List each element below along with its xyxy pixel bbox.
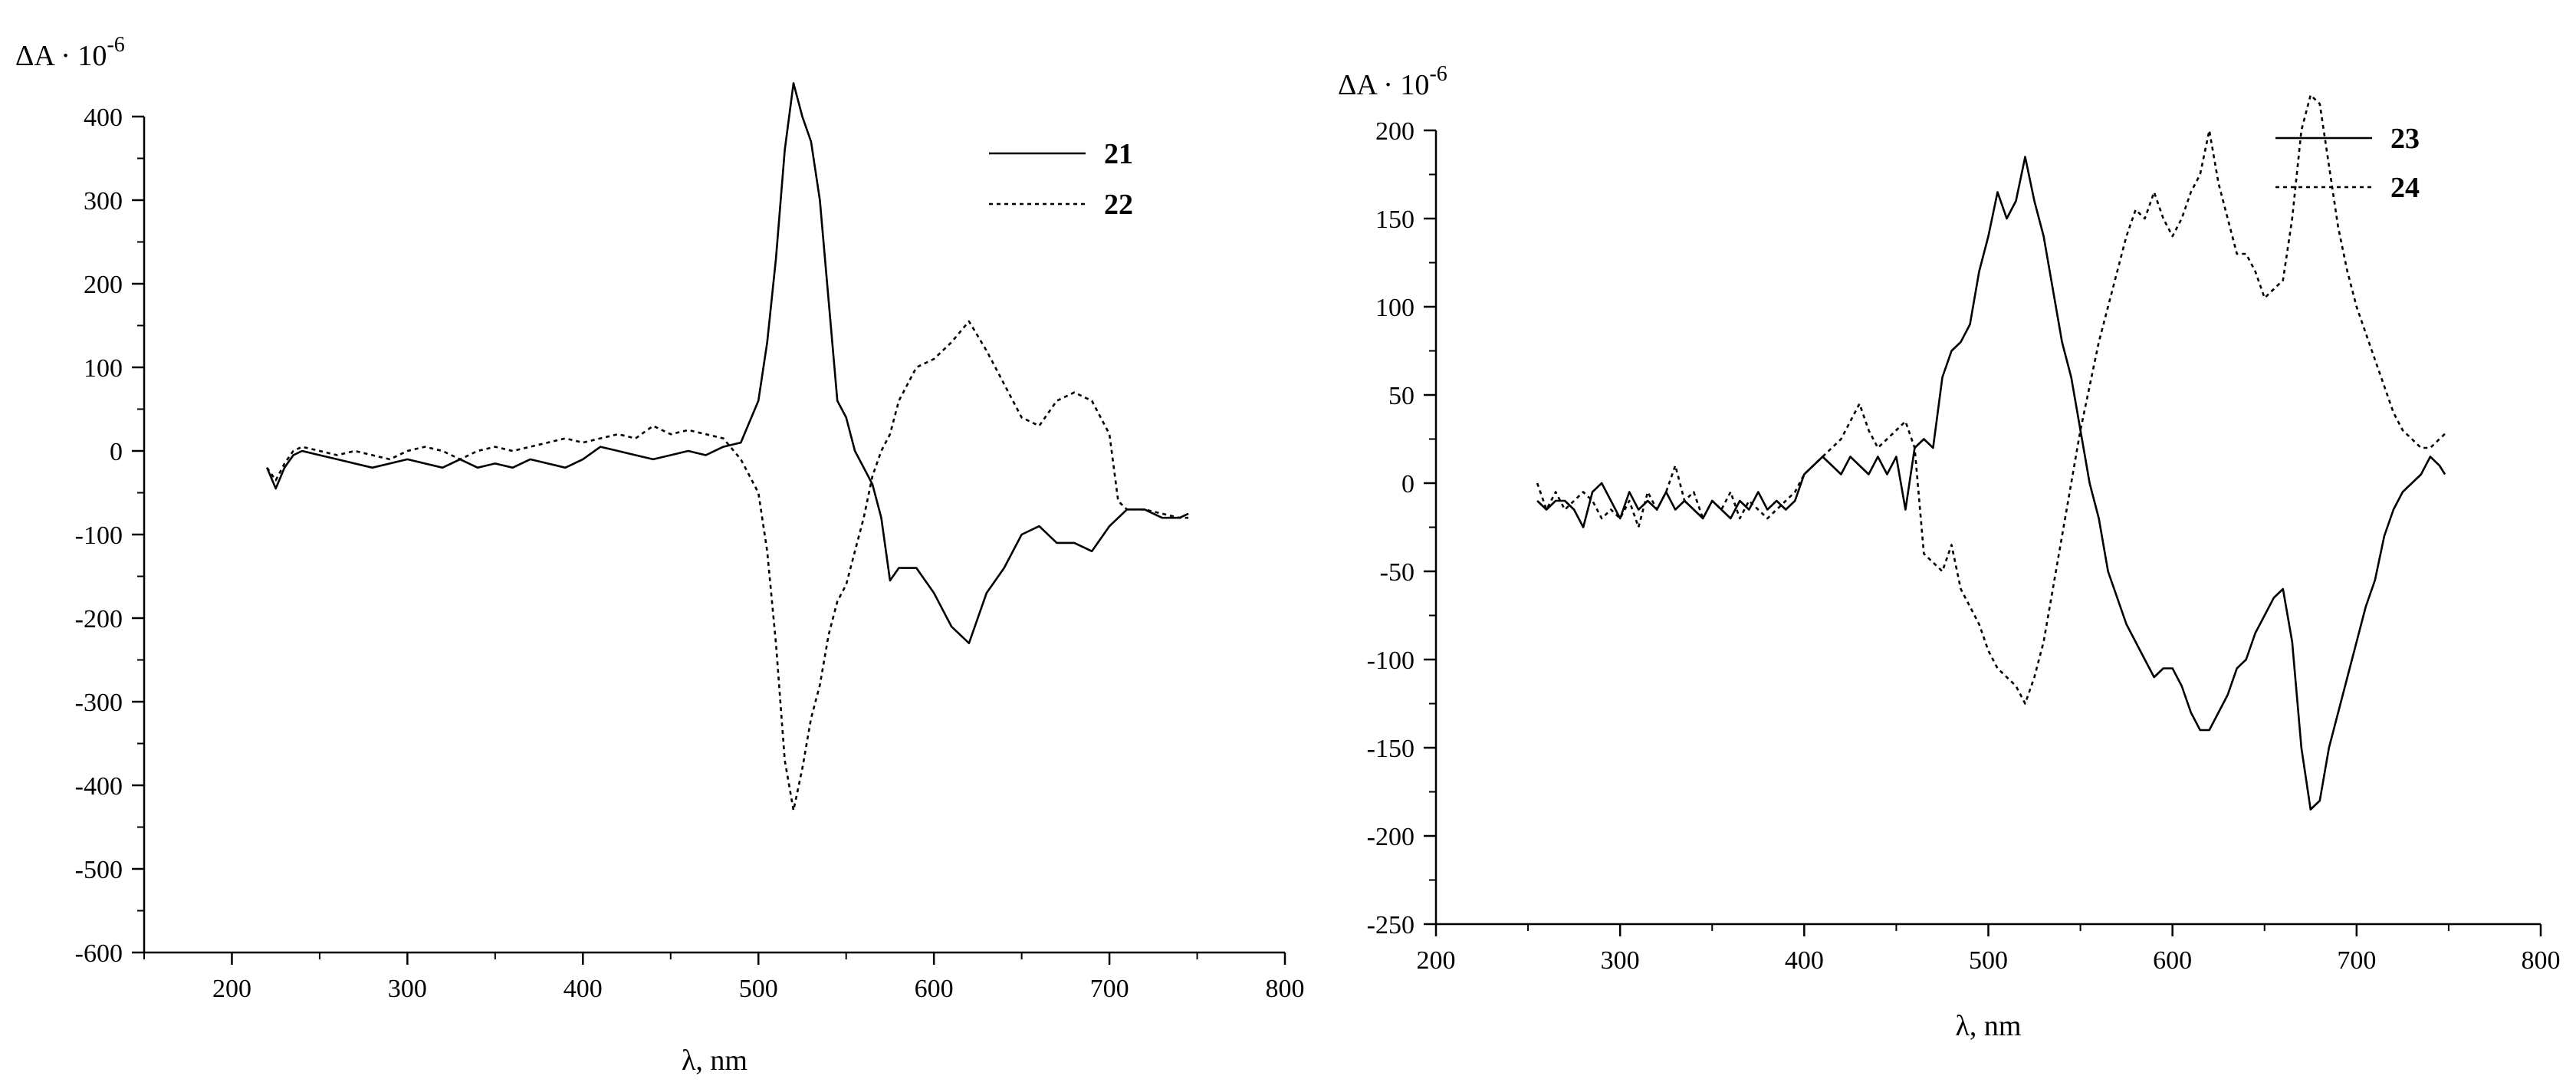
x-tick-label: 600 [2153,946,2192,975]
x-tick-label: 300 [388,975,427,1003]
y-tick-label: -100 [75,521,123,550]
y-axis-title-text: ΔA · 10 [1338,69,1429,101]
y-tick-label: 150 [1375,206,1414,234]
x-axis-title: λ, nm [1956,1010,2022,1042]
x-tick-label: 400 [564,975,603,1003]
x-tick-label: 500 [739,975,778,1003]
x-tick-label: 500 [1969,946,2008,975]
y-tick-label: -200 [75,605,123,633]
legend-label-22: 22 [1104,189,1133,221]
y-tick-label: -200 [1367,823,1414,851]
y-tick-label: 100 [84,354,123,383]
y-axis-title-exponent: -6 [1429,62,1447,86]
y-tick-label: -150 [1367,735,1414,763]
x-tick-label: 200 [212,975,251,1003]
x-tick-label: 300 [1601,946,1640,975]
x-tick-label: 800 [1266,975,1305,1003]
series-21-line [266,82,1189,644]
legend-label-23: 23 [2390,123,2420,155]
y-tick-label: 0 [1401,470,1414,498]
x-tick-label: 700 [2337,946,2376,975]
y-axis-title: ΔA · 10-6 [15,33,125,72]
x-axis-title: λ, nm [682,1045,748,1077]
y-tick-label: -600 [75,939,123,968]
y-tick-label: 400 [84,104,123,132]
x-tick-label: 800 [2522,946,2561,975]
x-tick-label: 400 [1785,946,1824,975]
series-24-line [1536,94,2446,705]
x-tick-label: 700 [1090,975,1129,1003]
y-tick-label: 200 [1375,117,1414,146]
y-tick-label: -400 [75,772,123,801]
y-axis-title-exponent: -6 [107,33,124,57]
y-axis-title: ΔA · 10-6 [1338,62,1447,101]
x-tick-label: 600 [915,975,954,1003]
legend-label-21: 21 [1104,138,1133,170]
y-tick-label: -50 [1380,558,1414,587]
legend-label-24: 24 [2390,172,2420,204]
y-tick-label: 50 [1388,382,1414,410]
y-tick-label: -500 [75,856,123,884]
y-tick-label: -250 [1367,911,1414,939]
y-tick-label: -100 [1367,646,1414,675]
y-tick-label: 0 [110,438,123,466]
y-tick-label: 100 [1375,294,1414,322]
chart-1: 400 300 200 100 0 -100 -200 -300 -400 -500 -600 200… [15,33,1305,1077]
y-tick-label: 200 [84,271,123,299]
y-tick-label: -300 [75,689,123,717]
series-22-line [266,320,1189,811]
x-tick-label: 200 [1417,946,1456,975]
series-23-line [1536,156,2446,811]
y-axis-title-text: ΔA · 10 [15,40,107,72]
y-tick-label: 300 [84,187,123,215]
